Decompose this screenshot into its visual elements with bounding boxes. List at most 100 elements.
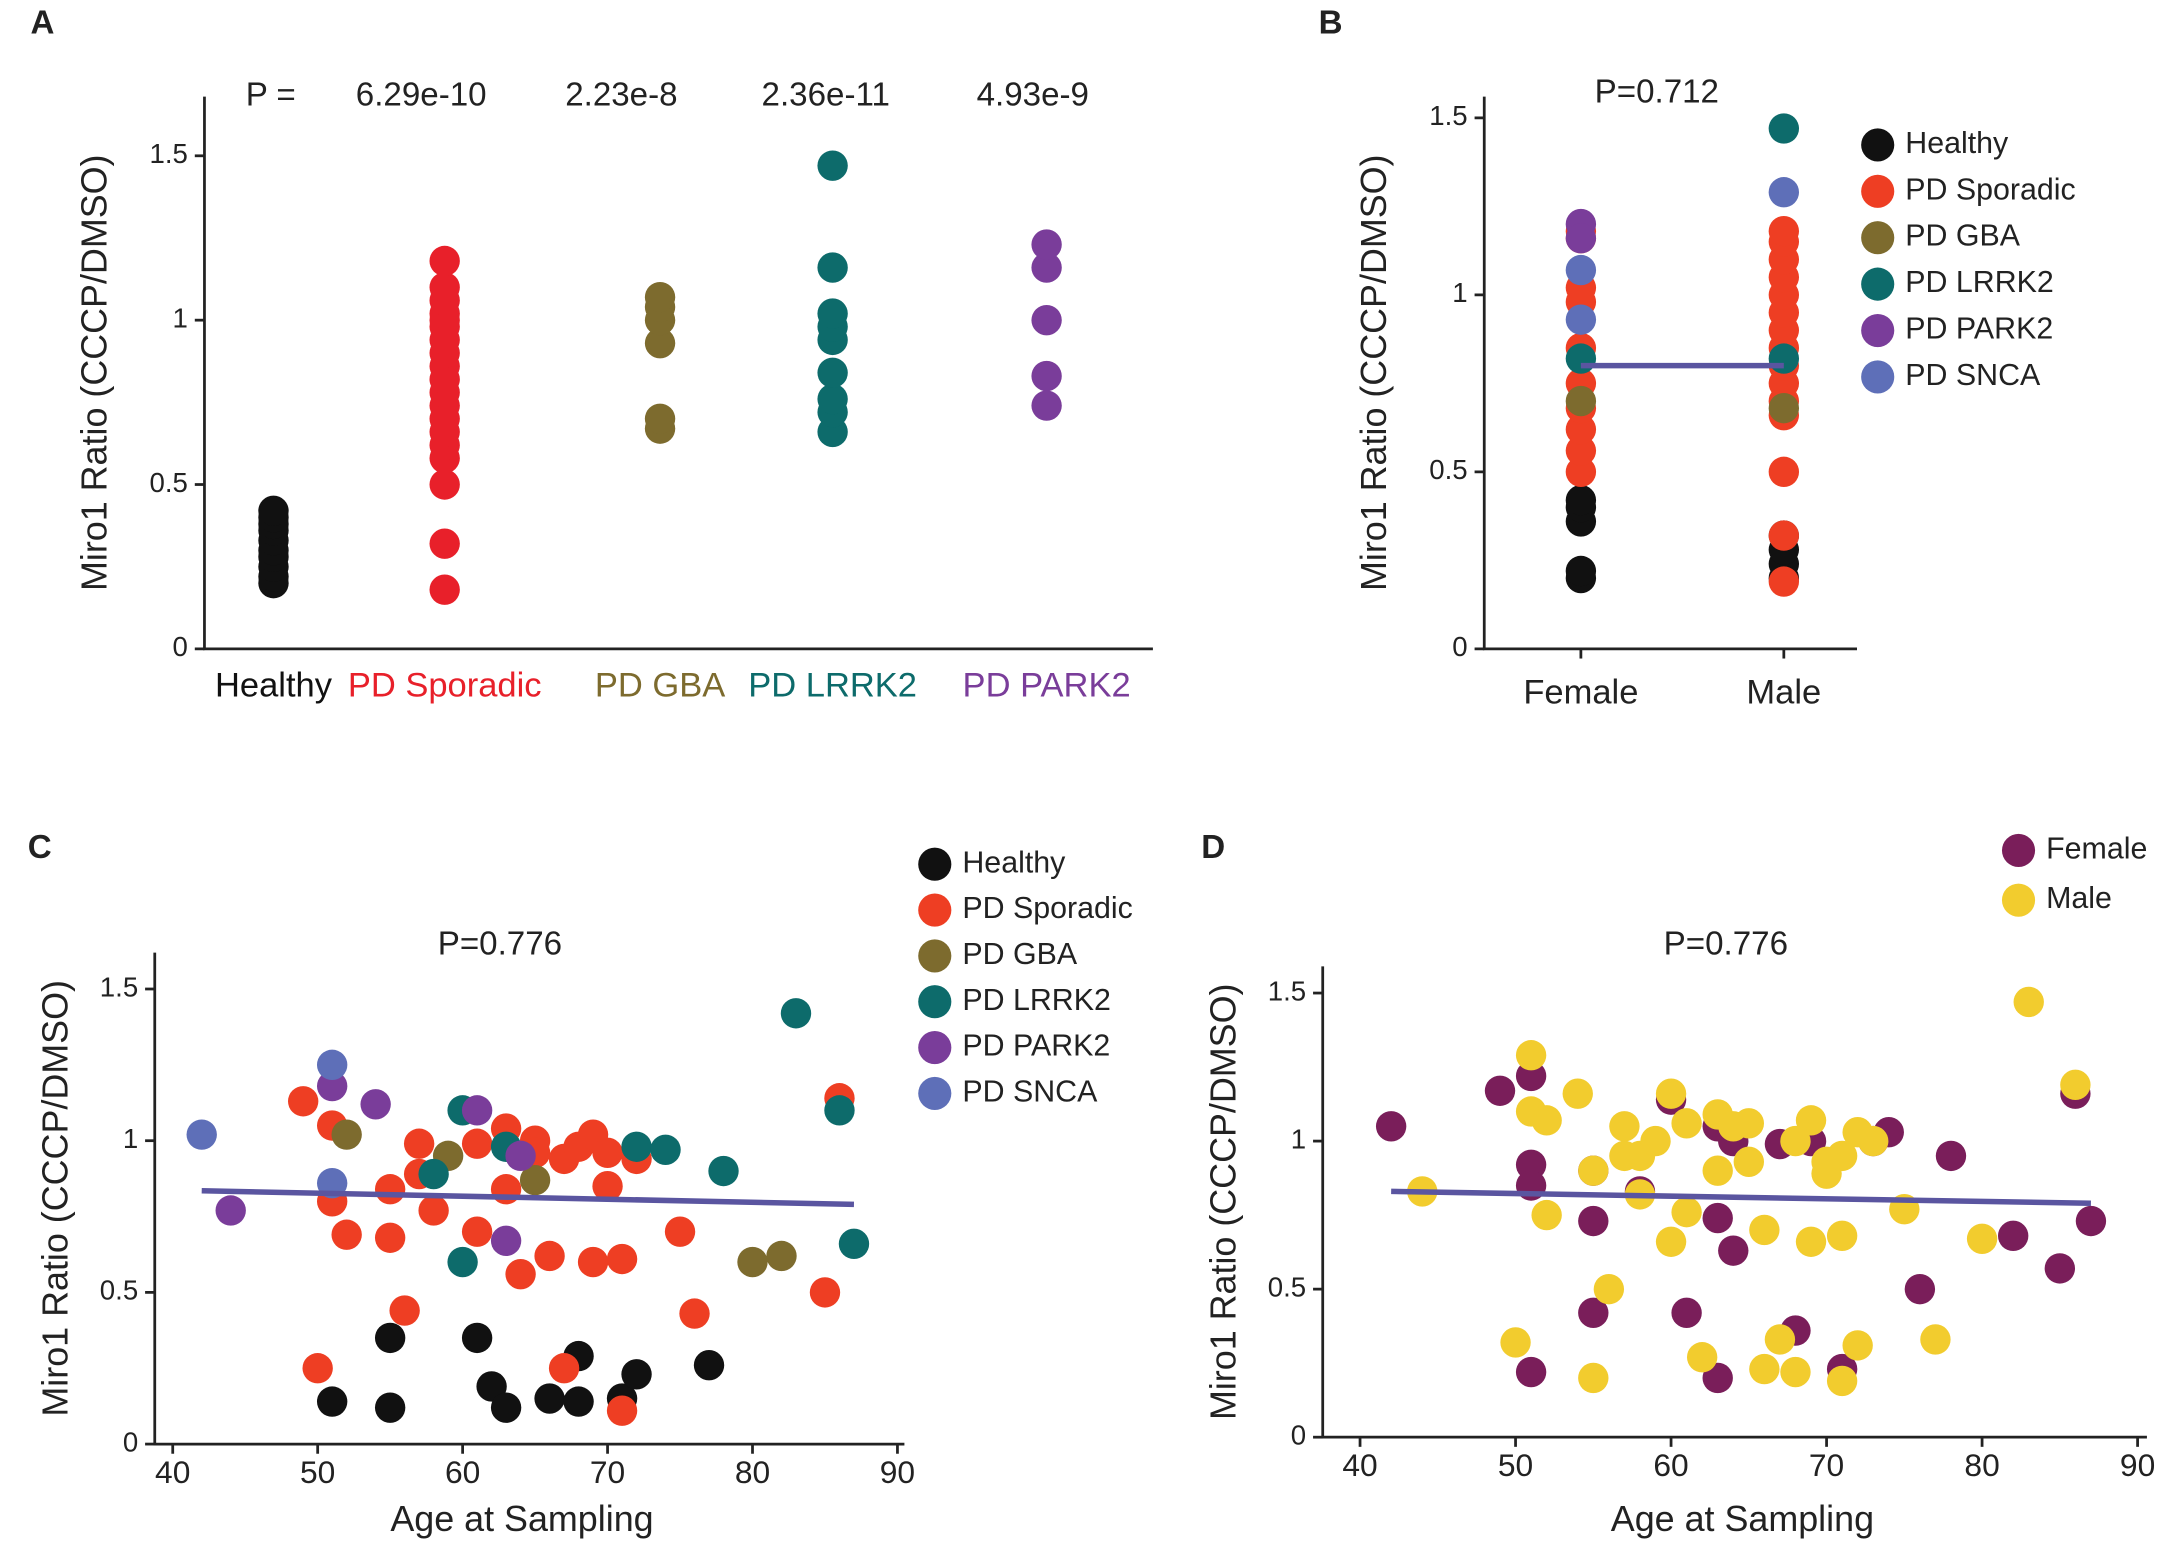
annotation: P=0.712: [1595, 74, 1719, 111]
point: [2013, 986, 2044, 1018]
point: [1593, 1273, 1625, 1305]
point: [737, 1246, 768, 1278]
point: [817, 252, 848, 283]
point: [664, 1216, 696, 1247]
point: [1733, 1146, 1765, 1178]
p-value: 2.23e-8: [565, 76, 677, 113]
y-tick-label: 1: [1452, 277, 1467, 308]
legend-swatch: [1861, 267, 1895, 301]
y-tick-label: 1.5: [100, 971, 138, 1002]
y-tick-label: 0.5: [149, 467, 187, 498]
point: [679, 1298, 710, 1329]
x-axis-title: Age at Sampling: [1611, 1499, 1874, 1539]
point: [1565, 456, 1597, 488]
point: [1671, 1108, 1702, 1139]
point: [1565, 343, 1597, 374]
point: [577, 1246, 609, 1278]
point: [1031, 252, 1062, 283]
point: [824, 1095, 855, 1126]
point: [621, 1359, 652, 1390]
y-tick-label: 1: [123, 1123, 138, 1154]
point: [418, 1158, 449, 1190]
point: [1764, 1324, 1796, 1355]
point: [1565, 414, 1597, 445]
point: [1686, 1342, 1718, 1373]
y-tick-label: 1.5: [1268, 975, 1306, 1006]
point: [1749, 1353, 1780, 1385]
legend-label: Healthy: [962, 846, 1066, 879]
y-axis-title: Miro1 Ratio (CCCP/DMSO): [74, 154, 114, 591]
y-tick-label: 0.5: [1429, 454, 1467, 485]
point: [1826, 1140, 1858, 1172]
point: [1565, 223, 1597, 254]
panel-letter: A: [31, 5, 55, 42]
point: [331, 1119, 362, 1150]
point: [534, 1383, 565, 1414]
point: [519, 1164, 551, 1196]
x-tick-label: PD GBA: [595, 667, 725, 705]
point: [838, 1228, 870, 1260]
point: [1795, 1105, 1827, 1136]
x-tick-label: Female: [1523, 674, 1638, 712]
point: [1531, 1199, 1562, 1231]
point: [606, 1395, 638, 1426]
point: [1768, 113, 1800, 144]
point: [1565, 555, 1597, 587]
point: [1858, 1125, 1889, 1157]
x-tick-label: 90: [2120, 1447, 2155, 1483]
axes: [203, 96, 1153, 651]
p-label: P =: [246, 76, 296, 113]
point: [1780, 1356, 1811, 1388]
point: [1565, 435, 1597, 466]
point: [780, 998, 812, 1029]
point: [389, 1295, 420, 1326]
legend-swatch: [1861, 360, 1895, 394]
point: [621, 1131, 652, 1162]
point: [1578, 1205, 1609, 1237]
legend-label: PD LRRK2: [962, 984, 1110, 1017]
point: [429, 469, 460, 500]
point: [1920, 1324, 1951, 1355]
point: [1749, 1214, 1780, 1246]
point: [1733, 1108, 1765, 1139]
legend-swatch: [2001, 833, 2036, 867]
point: [302, 1353, 333, 1384]
point: [1031, 304, 1062, 336]
legend-swatch: [918, 1031, 952, 1065]
point: [490, 1225, 522, 1256]
point: [1531, 1105, 1562, 1136]
point: [461, 1128, 493, 1159]
point: [429, 574, 460, 605]
point: [1515, 1040, 1547, 1071]
x-tick-label: PD LRRK2: [748, 667, 917, 705]
point: [2075, 1205, 2107, 1237]
point: [1997, 1220, 2029, 1252]
point: [1609, 1111, 1640, 1142]
point: [644, 327, 676, 359]
point: [316, 1070, 348, 1102]
point: [505, 1140, 536, 1172]
x-axis-title: Age at Sampling: [390, 1499, 653, 1539]
point: [1826, 1365, 1858, 1397]
p-value: 2.36e-11: [762, 76, 890, 113]
legend-label: Healthy: [1905, 127, 2009, 160]
point: [548, 1353, 580, 1384]
point: [429, 528, 460, 559]
point: [1562, 1078, 1593, 1109]
point: [1671, 1297, 1702, 1329]
x-tick-label: 50: [1498, 1447, 1533, 1483]
point: [809, 1277, 841, 1308]
point: [360, 1089, 391, 1120]
point: [403, 1128, 435, 1159]
point: [1375, 1111, 1407, 1142]
x-tick-label: Male: [1746, 674, 1821, 712]
point: [650, 1134, 681, 1165]
point: [606, 1243, 638, 1275]
panel-letter: D: [1201, 829, 1225, 866]
point: [817, 150, 848, 181]
point: [316, 1386, 348, 1417]
point: [1031, 229, 1062, 260]
point: [1702, 1362, 1733, 1394]
y-tick-label: 0: [1291, 1419, 1306, 1450]
point: [592, 1137, 623, 1169]
